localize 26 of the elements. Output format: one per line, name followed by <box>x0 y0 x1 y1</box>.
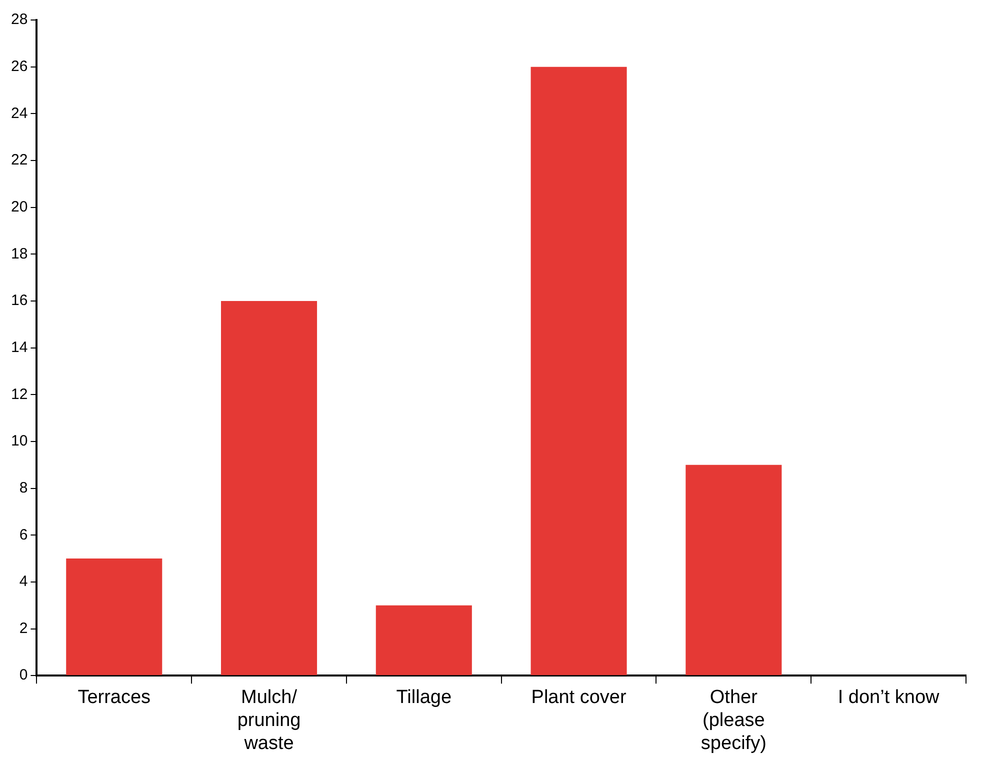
y-tick-label: 8 <box>19 479 28 496</box>
bar <box>530 66 627 676</box>
y-tick-label: 12 <box>10 386 28 403</box>
bar <box>376 605 472 676</box>
y-tick-label: 24 <box>10 104 28 122</box>
x-tick-label: Other (please specify) <box>700 687 766 754</box>
x-tick-label: Terraces <box>78 687 151 708</box>
bar <box>686 464 782 676</box>
x-tick-label: Tillage <box>396 687 452 708</box>
y-tick-label: 16 <box>10 292 28 310</box>
y-tick-label: 26 <box>10 58 28 75</box>
y-tick-label: 6 <box>19 526 28 544</box>
y-tick-label: 0 <box>19 666 28 684</box>
y-tick-label: 10 <box>10 432 28 450</box>
y-tick-label: 20 <box>10 198 28 216</box>
y-tick-label: 28 <box>10 11 28 28</box>
x-tick-label: Mulch/ pruning waste <box>237 687 301 754</box>
y-tick-label: 22 <box>10 152 28 169</box>
y-tick-label: 2 <box>19 620 28 637</box>
y-tick-label: 4 <box>19 573 28 590</box>
y-tick-label: 14 <box>10 338 28 356</box>
x-tick-label: Plant cover <box>531 687 627 708</box>
bar <box>66 558 162 676</box>
x-tick-label: I don’t know <box>838 687 940 708</box>
y-tick-label: 18 <box>10 245 28 262</box>
bar <box>221 300 318 676</box>
